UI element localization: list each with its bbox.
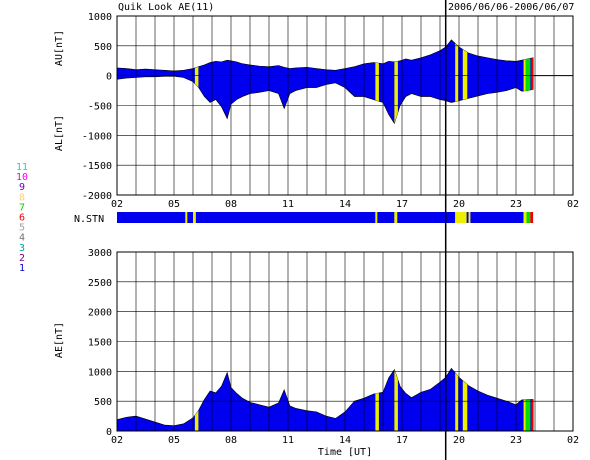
yellow-band	[375, 368, 379, 431]
yellow-band	[194, 39, 199, 124]
n-stn-segment	[375, 212, 378, 223]
y-tick-label: 3000	[88, 248, 112, 259]
legend-station-3: 3	[19, 243, 25, 254]
red-band	[531, 368, 534, 431]
y-tick-label: -1000	[82, 131, 112, 142]
n-stn-segment	[195, 212, 376, 223]
n-stn-segment	[468, 212, 471, 223]
n-stn-segment	[523, 212, 527, 223]
y-tick-label: 1000	[88, 367, 112, 378]
x-tick-label: 23	[510, 435, 522, 446]
yellow-band	[462, 39, 468, 124]
yellow-band	[523, 39, 528, 124]
n-stn-segment	[526, 212, 531, 223]
y-tick-label: 500	[94, 397, 112, 408]
legend-station-9: 9	[19, 182, 25, 193]
legend-station-7: 7	[19, 202, 25, 213]
date-range: 2006/06/06-2006/06/07	[448, 2, 574, 13]
yellow-band	[455, 39, 459, 124]
ae-area	[116, 367, 534, 432]
n-stn-segment	[397, 212, 456, 223]
legend-station-1: 1	[19, 263, 25, 274]
n-stn-segment	[455, 212, 467, 223]
n-stn-segment	[187, 212, 193, 223]
band-group	[194, 39, 534, 124]
n-stn-segment	[394, 212, 398, 223]
legend-station-8: 8	[19, 192, 25, 203]
n-stn-bar	[117, 212, 534, 223]
x-tick-label: 02	[567, 435, 579, 446]
green-band	[525, 368, 529, 431]
x-tick-label: 11	[282, 199, 294, 210]
x-tick-label: 17	[396, 199, 408, 210]
y-tick-label: 0	[106, 72, 112, 83]
yellow-band	[462, 368, 468, 431]
x-tick-label: 02	[111, 435, 123, 446]
yellow-band	[455, 368, 459, 431]
green-band	[527, 368, 531, 431]
legend-station-4: 4	[19, 233, 25, 244]
x-tick-label: 23	[510, 199, 522, 210]
green-band	[527, 39, 531, 124]
n-stn-segment	[185, 212, 188, 223]
legend-station-5: 5	[19, 223, 25, 234]
x-tick-label: 08	[225, 435, 237, 446]
x-tick-label: 17	[396, 435, 408, 446]
n-stn-segment	[530, 212, 534, 223]
n-stn-segment	[377, 212, 395, 223]
x-tick-label: 02	[567, 199, 579, 210]
legend-station-11: 11	[16, 162, 28, 173]
x-tick-label: 20	[453, 199, 465, 210]
ae-axis-label: AE[nT]	[54, 322, 65, 358]
x-tick-label: 20	[453, 435, 465, 446]
y-tick-label: 0	[106, 427, 112, 438]
x-tick-label: 14	[339, 435, 351, 446]
yellow-band	[523, 368, 528, 431]
chart-title: Quik Look AE(11)	[118, 2, 214, 13]
plot-frame	[116, 15, 574, 196]
y-tick-label: 1000	[88, 12, 112, 23]
au-al-area	[116, 39, 534, 125]
x-tick-label: 05	[168, 199, 180, 210]
y-tick-label: -500	[88, 102, 112, 113]
y-tick-label: -1500	[82, 161, 112, 172]
plot-frame	[116, 251, 574, 432]
x-tick-label: 05	[168, 435, 180, 446]
x-tick-label: 11	[282, 435, 294, 446]
n-stn-label: N.STN	[74, 214, 104, 225]
n-stn-segment	[193, 212, 196, 223]
n-stn-segment	[470, 212, 524, 223]
legend-station-6: 6	[19, 213, 25, 224]
y-tick-label: 2500	[88, 278, 112, 289]
legend-station-10: 10	[16, 172, 28, 183]
red-band	[531, 39, 534, 124]
yellow-band	[375, 39, 379, 124]
legend-station-2: 2	[19, 253, 25, 264]
x-axis-label: Time [UT]	[318, 447, 372, 458]
yellow-band	[394, 39, 398, 124]
au-axis-label: AU[nT]	[54, 30, 65, 66]
y-tick-label: 2000	[88, 308, 112, 319]
y-tick-label: 1500	[88, 338, 112, 349]
x-tick-label: 02	[111, 199, 123, 210]
x-tick-label: 14	[339, 199, 351, 210]
al-axis-label: AL[nT]	[54, 115, 65, 151]
n-stn-segment	[466, 212, 469, 223]
green-band	[525, 39, 529, 124]
y-tick-label: -2000	[82, 191, 112, 202]
yellow-band	[394, 368, 398, 431]
n-stn-segment	[117, 212, 186, 223]
y-tick-label: 500	[94, 42, 112, 53]
x-tick-label: 08	[225, 199, 237, 210]
